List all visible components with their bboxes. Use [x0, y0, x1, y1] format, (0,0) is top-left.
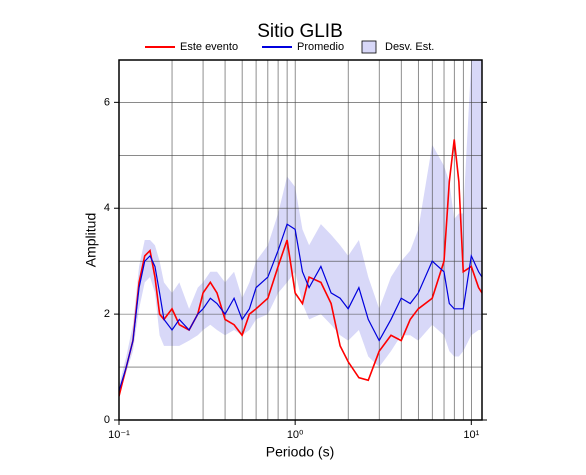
y-axis-label: Amplitud — [83, 213, 99, 267]
series-line — [119, 139, 482, 397]
plot-frame — [118, 59, 483, 421]
x-tick-label: 10¹ — [463, 429, 479, 441]
y-tick-label: 0 — [104, 414, 110, 426]
x-tick-label: 10⁰ — [287, 429, 304, 441]
chart-title: Sitio GLIB — [257, 21, 343, 42]
y-tick-label: 2 — [104, 308, 110, 320]
x-axis-label: Periodo (s) — [266, 444, 334, 460]
legend-label: Promedio — [297, 41, 344, 53]
legend-swatch — [361, 40, 377, 54]
x-tick-label: 10⁻¹ — [108, 429, 130, 441]
legend-label: Desv. Est. — [385, 41, 434, 53]
legend-label: Este evento — [180, 41, 238, 53]
y-tick-label: 6 — [104, 96, 110, 108]
series-line — [119, 223, 482, 392]
std-band — [119, 60, 482, 397]
y-tick-label: 4 — [104, 202, 110, 214]
